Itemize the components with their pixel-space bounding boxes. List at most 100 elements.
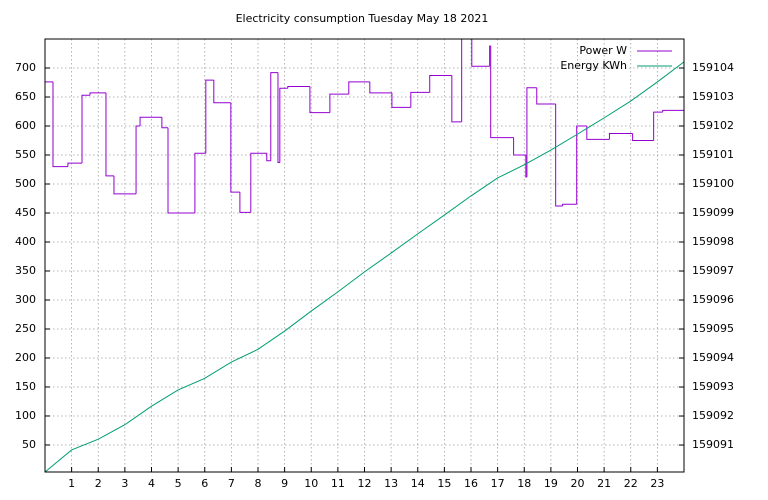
x-tick-label: 10	[304, 477, 318, 490]
power-step	[105, 92, 114, 177]
y2-tick-label: 159091	[692, 438, 734, 451]
power-step	[410, 91, 430, 108]
labels: 1 2 3 4 5 6 7 8 9 10 11 12 13 14 15 16 17 18 19 20 21 22 23501…	[15, 44, 734, 490]
power-step	[329, 93, 349, 113]
power-step	[113, 175, 137, 195]
power-step	[167, 127, 195, 214]
y2-tick-label: 159103	[692, 90, 734, 103]
power-step	[461, 39, 463, 122]
power-step	[391, 92, 411, 108]
y2-tick-label: 159095	[692, 322, 734, 335]
power-step	[81, 94, 90, 164]
power-step	[161, 117, 169, 129]
y-tick-label: 550	[15, 148, 36, 161]
y-tick-label: 100	[15, 409, 36, 422]
x-tick-label: 21	[597, 477, 611, 490]
y2-tick-label: 159101	[692, 148, 734, 161]
power-step	[632, 133, 654, 141]
x-tick-label: 1	[68, 477, 75, 490]
x-tick-label: 19	[544, 477, 558, 490]
power-step	[489, 45, 491, 67]
power-step	[230, 102, 240, 193]
y-tick-label: 600	[15, 119, 36, 132]
power-step	[213, 80, 231, 104]
x-tick-label: 15	[437, 477, 451, 490]
power-step	[239, 192, 251, 213]
power-step	[576, 125, 587, 205]
power-step	[205, 79, 214, 154]
y2-tick-label: 159099	[692, 206, 734, 219]
x-tick-label: 7	[228, 477, 235, 490]
y2-tick-label: 159096	[692, 293, 734, 306]
power-step	[555, 103, 563, 207]
power-step	[139, 116, 162, 126]
y-tick-label: 450	[15, 206, 36, 219]
power-step	[526, 87, 537, 178]
x-tick-label: 5	[175, 477, 182, 490]
x-tick-label: 9	[281, 477, 288, 490]
power-step	[586, 125, 610, 140]
y-tick-label: 250	[15, 322, 36, 335]
y2-tick-label: 159098	[692, 235, 734, 248]
y-tick-label: 500	[15, 177, 36, 190]
y-tick-label: 700	[15, 61, 36, 74]
x-tick-label: 6	[201, 477, 208, 490]
grid	[45, 39, 684, 472]
plot-area	[45, 39, 684, 472]
power-step	[429, 75, 452, 93]
legend-label: Energy KWh	[560, 59, 627, 72]
x-tick-label: 18	[517, 477, 531, 490]
y-tick-label: 200	[15, 351, 36, 364]
power-step	[287, 86, 310, 89]
power-step	[471, 39, 490, 67]
y2-tick-label: 159100	[692, 177, 734, 190]
chart-title: Electricity consumption Tuesday May 18 2…	[236, 12, 489, 25]
y2-tick-label: 159097	[692, 264, 734, 277]
power-step	[89, 92, 106, 96]
x-tick-label: 12	[358, 477, 372, 490]
y2-tick-label: 159102	[692, 119, 734, 132]
x-tick-label: 2	[95, 477, 102, 490]
x-tick-label: 22	[624, 477, 638, 490]
power-step	[279, 87, 288, 163]
x-tick-label: 14	[411, 477, 425, 490]
y2-tick-label: 159094	[692, 351, 734, 364]
x-tick-label: 8	[255, 477, 262, 490]
power-step	[250, 152, 267, 213]
power-step	[562, 203, 577, 207]
power-step	[277, 72, 280, 164]
y2-tick-label: 159092	[692, 409, 734, 422]
power-step	[608, 133, 633, 140]
x-tick-label: 16	[464, 477, 478, 490]
x-tick-label: 17	[491, 477, 505, 490]
y2-tick-label: 159104	[692, 61, 734, 74]
power-step	[513, 137, 526, 156]
power-step	[266, 153, 271, 162]
power-step	[451, 75, 462, 123]
power-step	[369, 81, 392, 94]
x-tick-label: 4	[148, 477, 155, 490]
y-tick-label: 400	[15, 235, 36, 248]
power-step	[309, 86, 330, 114]
y-tick-label: 350	[15, 264, 36, 277]
power-step	[52, 81, 68, 168]
x-tick-label: 11	[331, 477, 345, 490]
x-tick-label: 23	[650, 477, 664, 490]
power-step	[490, 45, 514, 139]
y-tick-label: 300	[15, 293, 36, 306]
y-tick-label: 650	[15, 90, 36, 103]
x-tick-label: 13	[384, 477, 398, 490]
power-step	[653, 111, 663, 141]
power-step	[67, 162, 83, 167]
power-step	[348, 81, 370, 95]
legend-label: Power W	[579, 44, 627, 57]
power-step	[662, 109, 684, 113]
x-tick-label: 20	[571, 477, 585, 490]
y-tick-label: 150	[15, 380, 36, 393]
power-step	[536, 87, 556, 105]
x-tick-label: 3	[121, 477, 128, 490]
power-step	[194, 152, 206, 213]
y2-tick-label: 159093	[692, 380, 734, 393]
energy-line	[45, 61, 684, 472]
